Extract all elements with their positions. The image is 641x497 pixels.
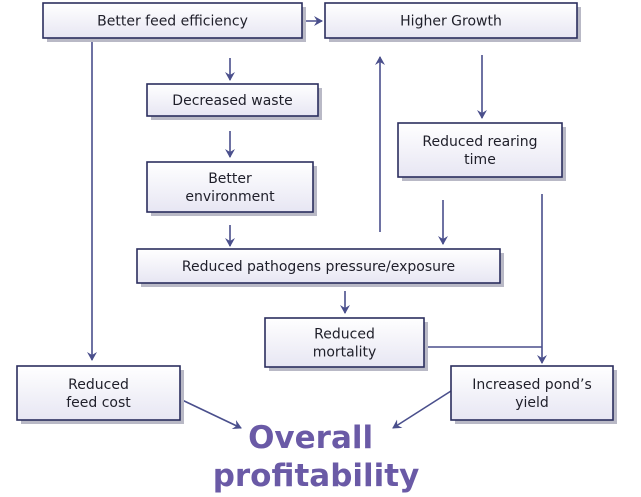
node-label-line: Better feed efficiency: [97, 14, 248, 30]
node-label-line: feed cost: [66, 395, 131, 411]
node-label-line: Reduced: [68, 377, 129, 393]
node-label: Reduced mortality: [313, 327, 377, 361]
node-box: Reduced mortality: [264, 317, 428, 371]
node-label-line: Reduced rearing: [422, 134, 537, 150]
node-box: Higher Growth: [324, 2, 581, 42]
node-box: Increased pond’s yield: [450, 365, 617, 424]
node-label-line: time: [464, 152, 496, 168]
node-box: Decreased waste: [146, 83, 322, 120]
node-label-line: mortality: [313, 345, 377, 361]
result-line: profitability: [213, 458, 420, 494]
box-border: [146, 83, 319, 117]
node-label-line: Higher Growth: [400, 14, 502, 30]
box-border: [136, 248, 501, 284]
node-box: Reduced feed cost: [16, 365, 184, 424]
arrows: [87, 16, 547, 430]
node-box: Reduced rearing time: [397, 122, 566, 181]
node-label: Decreased waste: [172, 93, 292, 109]
node-box: Reduced pathogens pressure/exposure: [136, 248, 504, 287]
node-box: Better environment: [146, 161, 317, 216]
box-border: [16, 365, 181, 421]
box-border: [397, 122, 563, 178]
node-label: Higher Growth: [400, 14, 502, 30]
box-border: [42, 2, 303, 39]
node-label-line: Reduced pathogens pressure/exposure: [182, 259, 455, 275]
node-label-line: yield: [515, 395, 549, 411]
node-label: Reduced feed cost: [66, 377, 131, 411]
box-border: [264, 317, 425, 368]
node-label-line: Better: [208, 171, 252, 187]
node-label: Better environment: [185, 171, 275, 205]
box-border: [450, 365, 614, 421]
result: Overall profitability: [213, 420, 420, 494]
arrow: [179, 398, 242, 430]
node-label: Better feed efficiency: [97, 14, 248, 30]
node-label: Increased pond’s yield: [472, 377, 592, 411]
node-label: Reduced pathogens pressure/exposure: [182, 259, 455, 275]
node-label: Reduced rearing time: [422, 134, 537, 168]
node-box: Better feed efficiency: [42, 2, 306, 42]
box-border: [324, 2, 578, 39]
node-label-line: environment: [185, 189, 275, 205]
node-label-line: Decreased waste: [172, 93, 292, 109]
box-border: [146, 161, 314, 213]
node-label-line: Reduced: [314, 327, 375, 343]
boxes: Better feed efficiency Higher Growth Decre…: [16, 2, 617, 424]
node-label-line: Increased pond’s: [472, 377, 592, 393]
result-line: Overall: [248, 420, 373, 456]
arrow: [392, 390, 452, 429]
